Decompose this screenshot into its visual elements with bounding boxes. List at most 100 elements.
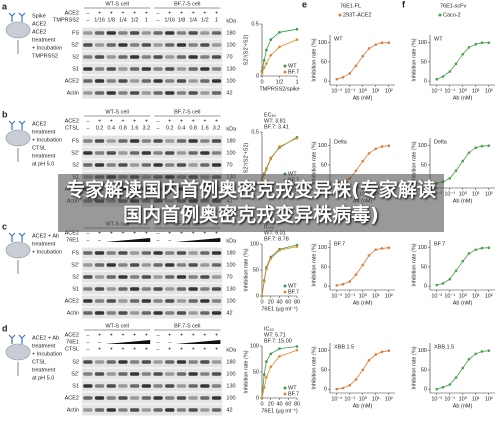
x-tick-label: 10¹ [472, 293, 480, 299]
chart-title: BF.7 [434, 241, 445, 247]
lane-label: 1/16 [94, 17, 105, 23]
blot-band [106, 384, 116, 388]
y-axis-label: Inhibition rate (%) [411, 346, 417, 389]
lane-label: + [203, 230, 206, 236]
data-point [295, 345, 299, 348]
blot-band [165, 43, 175, 47]
data-point [448, 277, 452, 281]
lane-label: + [121, 10, 124, 16]
lane-label: 0.4 [107, 125, 115, 131]
blot-band [211, 67, 222, 71]
blot-band [130, 275, 140, 279]
blot-band [176, 67, 187, 71]
data-point [361, 368, 365, 372]
blot-band [106, 372, 116, 376]
blot-band [211, 263, 222, 267]
x-tick-label: 10⁰ [459, 395, 468, 402]
blot-band [188, 151, 198, 155]
lane-label: + [110, 346, 113, 352]
blot-band [176, 163, 187, 167]
data-point [367, 47, 371, 50]
blot-band [94, 91, 105, 95]
blot-band [188, 91, 198, 95]
lane-label: 3.2 [143, 125, 151, 131]
blot-band [118, 384, 128, 388]
y-tick-label: 50 [321, 367, 327, 373]
y-tick-label: 50 [253, 369, 259, 375]
gradient-triangle [105, 238, 151, 242]
y-tick-label: 0 [424, 79, 427, 85]
band-label: FS [72, 138, 79, 144]
lane-label: 1/2 [201, 17, 209, 23]
kda-label: 70 [226, 162, 232, 168]
blot-band [94, 139, 105, 143]
blot-band [165, 251, 175, 255]
x-tick-label: 10⁰ [459, 190, 468, 197]
x-tick-label: 1 [295, 79, 298, 85]
blot-band [141, 43, 151, 47]
blot-band [130, 139, 140, 143]
lane-label: + [121, 118, 124, 124]
y-tick-label: 100 [318, 143, 327, 149]
blot-band [130, 55, 140, 59]
blot-band [141, 151, 151, 155]
lane-label: – [168, 339, 172, 345]
lane-label: – [157, 346, 161, 352]
data-point [467, 252, 471, 255]
blot-header: BF.7-S cell [174, 109, 200, 115]
blot-band [130, 31, 140, 35]
data-point [435, 77, 439, 81]
x-axis-label: Ab (nM) [453, 95, 473, 101]
data-point [341, 386, 345, 390]
cartoon-label: + Incubation [32, 249, 62, 255]
data-point [487, 144, 491, 147]
y-tick-label: 50 [253, 267, 259, 273]
blot-band [83, 360, 93, 364]
treatment-label: ACE2 [65, 118, 79, 124]
blot-band [118, 360, 128, 364]
cartoon-label: ACE2 [32, 21, 46, 27]
blot-header: BF.7-S cell [174, 323, 200, 329]
lane-label: – [157, 118, 161, 124]
annotation: BF.7: 15.00 [264, 338, 292, 344]
x-tick-label: 10⁻¹ [344, 293, 355, 299]
blot-strip [82, 380, 223, 392]
data-point [474, 352, 478, 356]
blot-band [165, 275, 175, 279]
axis-line [429, 343, 495, 394]
lane-label: + [110, 230, 113, 236]
x-tick-label: 10¹ [472, 396, 480, 402]
blot-band [141, 79, 151, 83]
blot-band [118, 55, 128, 59]
y-tick-label: 50 [421, 162, 427, 168]
blot-band [94, 67, 105, 71]
data-point [487, 41, 491, 44]
blot-band [130, 79, 140, 83]
spike-icon [8, 120, 16, 130]
lane-label: + [133, 230, 136, 236]
data-point [269, 257, 273, 260]
annotation: EC₅₀ [264, 112, 276, 118]
treatment-label: CTSL [65, 125, 79, 131]
blot-band [83, 275, 93, 279]
blot-band [83, 299, 93, 303]
blot-strip [82, 39, 223, 51]
blot-band [176, 311, 187, 315]
lane-label: + [203, 118, 206, 124]
x-tick-label: 40 [276, 401, 282, 407]
panel-label: f [402, 0, 406, 9]
lane-label: + [98, 332, 101, 338]
blot-band [130, 43, 140, 47]
blot-band [200, 287, 210, 291]
data-point [262, 373, 266, 376]
series-line [336, 247, 389, 286]
series-line [436, 42, 489, 80]
blot-band [118, 263, 128, 267]
y-tick-label: 100 [418, 143, 427, 149]
lane-label: – [98, 237, 102, 243]
lane-label: + [121, 332, 124, 338]
lane-label: – [157, 10, 161, 16]
blot-band [165, 396, 175, 400]
blot-band [153, 151, 163, 155]
y-tick-label: 50 [421, 59, 427, 65]
